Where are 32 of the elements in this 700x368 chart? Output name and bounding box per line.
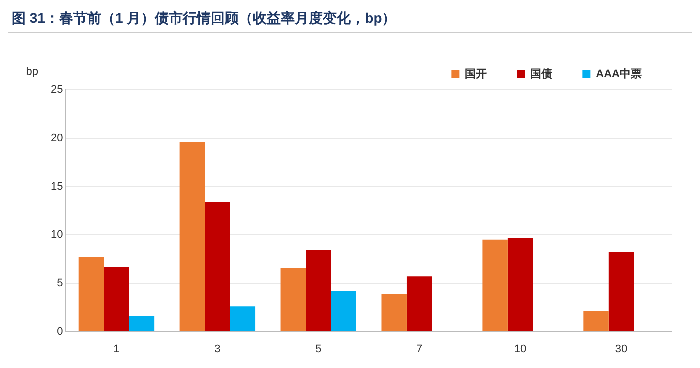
y-tick-label: 15 [50,180,64,193]
bar [406,276,432,332]
bar [584,311,609,332]
y-tick-label: 0 [57,326,64,338]
bar [78,257,104,332]
chart-title: 图 31：春节前（1 月）债市行情回顾（收益率月度变化，bp） [8,8,692,33]
y-tick-label: 10 [50,229,64,242]
bar [180,142,206,332]
y-tick-label: 25 [50,84,64,96]
bar [230,306,256,332]
bar [129,316,155,332]
bar [104,267,130,332]
bar [508,238,534,332]
legend-label: AAA中票 [596,68,642,81]
x-tick-label: 5 [316,343,322,356]
legend-label: 国开 [465,68,488,81]
bar [608,252,634,332]
bar [205,202,230,332]
x-tick-label: 1 [114,343,120,356]
bar [306,250,332,332]
x-tick-label: 7 [416,343,423,356]
x-tick-label: 3 [214,343,221,356]
y-tick-label: 5 [57,277,64,290]
y-axis-title: bp [26,66,38,78]
bar [331,291,356,332]
bar [280,268,306,332]
x-tick-label: 30 [615,343,628,356]
bar [482,240,508,332]
y-tick-label: 20 [50,132,64,144]
x-tick-label: 10 [514,343,527,356]
bar [382,294,407,332]
legend-label: 国债 [530,68,553,81]
